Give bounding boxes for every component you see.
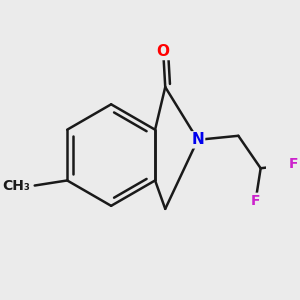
Text: O: O bbox=[157, 44, 170, 59]
Text: F: F bbox=[288, 157, 298, 171]
Text: CH₃: CH₃ bbox=[2, 178, 30, 193]
Text: N: N bbox=[191, 132, 204, 147]
Text: F: F bbox=[251, 194, 260, 208]
